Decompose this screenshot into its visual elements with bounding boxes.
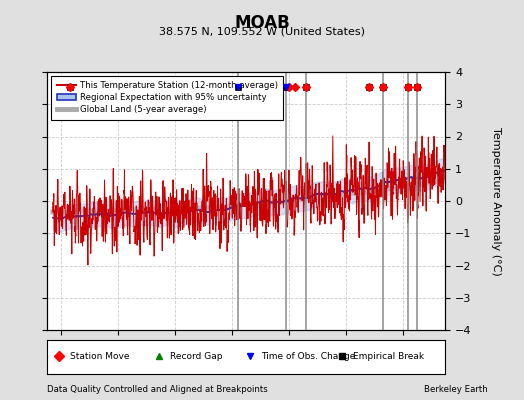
Text: Data Quality Controlled and Aligned at Breakpoints: Data Quality Controlled and Aligned at B… [47,385,268,394]
Y-axis label: Temperature Anomaly (°C): Temperature Anomaly (°C) [491,127,501,275]
Text: Record Gap: Record Gap [170,352,222,361]
Text: Empirical Break: Empirical Break [353,352,424,361]
Legend: This Temperature Station (12-month average), Regional Expectation with 95% uncer: This Temperature Station (12-month avera… [51,76,283,120]
Text: Station Move: Station Move [70,352,130,361]
Text: Time of Obs. Change: Time of Obs. Change [261,352,356,361]
Text: MOAB: MOAB [234,14,290,32]
Text: Berkeley Earth: Berkeley Earth [423,385,487,394]
Text: 38.575 N, 109.552 W (United States): 38.575 N, 109.552 W (United States) [159,26,365,36]
